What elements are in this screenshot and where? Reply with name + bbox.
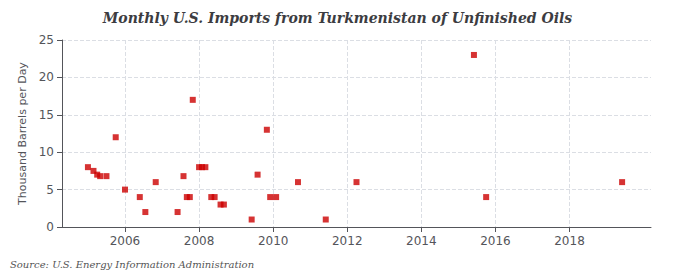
svg-text:10: 10 xyxy=(39,145,54,159)
svg-text:5: 5 xyxy=(46,183,54,197)
svg-text:20: 20 xyxy=(39,70,54,84)
svg-text:2018: 2018 xyxy=(554,234,585,248)
svg-text:25: 25 xyxy=(39,33,54,47)
svg-text:2016: 2016 xyxy=(480,234,511,248)
svg-text:15: 15 xyxy=(39,108,54,122)
svg-text:0: 0 xyxy=(46,220,54,234)
svg-text:2014: 2014 xyxy=(406,234,437,248)
svg-text:Thousand Barrels per Day: Thousand Barrels per Day xyxy=(16,62,29,206)
svg-text:2012: 2012 xyxy=(332,234,363,248)
svg-text:2010: 2010 xyxy=(258,234,289,248)
svg-text:Monthly U.S. Imports from Turk: Monthly U.S. Imports from Turkmenistan o… xyxy=(102,10,572,26)
svg-text:2006: 2006 xyxy=(110,234,141,248)
svg-text:Source: U.S. Energy Informatio: Source: U.S. Energy Information Administ… xyxy=(10,259,254,270)
svg-text:2008: 2008 xyxy=(184,234,215,248)
